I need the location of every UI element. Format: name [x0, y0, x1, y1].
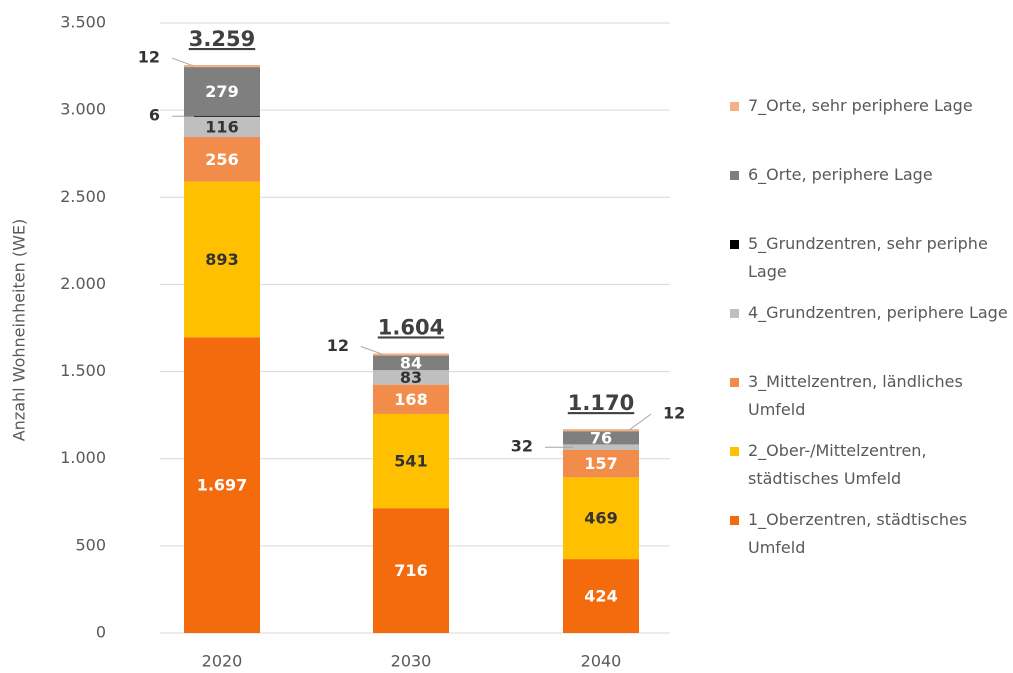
bar-segment: [184, 65, 260, 68]
legend: 7_Orte, sehr periphere Lage 6_Orte, perip…: [728, 92, 1008, 575]
legend-item: 4_Grundzentren, periphere Lage: [728, 299, 1008, 368]
data-label: 76: [590, 428, 612, 447]
bar-segment: [184, 116, 260, 137]
y-axis-title: Anzahl Wohneinheiten (WE): [10, 219, 29, 442]
bar-segment: [373, 370, 449, 385]
y-tick-label: 3.000: [60, 100, 106, 119]
legend-swatch: [730, 240, 739, 249]
bar-segment: [184, 337, 260, 633]
bar-segment: [373, 413, 449, 509]
data-label: 1.697: [197, 476, 248, 495]
legend-item: 6_Orte, periphere Lage: [728, 161, 1008, 230]
data-label: 84: [400, 353, 422, 372]
data-label: 83: [400, 368, 422, 387]
y-tick-label: 3.500: [60, 13, 106, 32]
y-tick-label: 2.000: [60, 274, 106, 293]
data-label: 716: [394, 561, 427, 580]
legend-item: 5_Grundzentren, sehr periphe Lage: [728, 230, 1008, 299]
legend-label: 2_Ober-/Mittelzentren, städtisches Umfel…: [748, 441, 927, 488]
legend-swatch: [730, 516, 739, 525]
y-tick-label: 0: [96, 623, 106, 642]
data-label: 12: [138, 48, 160, 67]
total-label: 3.259: [189, 27, 255, 51]
legend-item: 2_Ober-/Mittelzentren, städtisches Umfel…: [728, 437, 1008, 506]
legend-swatch: [730, 102, 739, 111]
leader-line: [360, 346, 384, 355]
data-label: 279: [205, 82, 238, 101]
y-tick-label: 500: [75, 535, 106, 554]
data-label: 6: [149, 106, 160, 125]
bar-segment: [373, 355, 449, 371]
data-label: 893: [205, 250, 238, 269]
total-label: 1.170: [568, 391, 634, 415]
bar-segment: [563, 429, 639, 432]
bar-segment: [373, 508, 449, 633]
legend-swatch: [730, 171, 739, 180]
y-tick-label: 1.000: [60, 448, 106, 467]
bar-segment: [563, 431, 639, 445]
bar-segment: [184, 67, 260, 116]
bar-segment: [563, 450, 639, 478]
legend-label: 4_Grundzentren, periphere Lage: [748, 303, 1008, 322]
x-tick-label: 2020: [202, 652, 243, 671]
data-label: 168: [394, 390, 427, 409]
data-label: 424: [584, 587, 617, 606]
data-label: 157: [584, 454, 617, 473]
legend-item: 3_Mittelzentren, ländliches Umfeld: [728, 368, 1008, 437]
data-label: 116: [205, 117, 238, 136]
bar-segment: [184, 115, 260, 117]
bar-segment: [184, 181, 260, 338]
x-tick-label: 2040: [581, 652, 622, 671]
data-label: 541: [394, 452, 427, 471]
data-label: 256: [205, 150, 238, 169]
legend-label: 3_Mittelzentren, ländliches Umfeld: [748, 372, 963, 419]
legend-swatch: [730, 309, 739, 318]
plot: Anzahl Wohneinheiten (WE) 0 500 1.000 1.500…: [10, 13, 686, 671]
total-label: 1.604: [378, 315, 444, 339]
legend-swatch: [730, 447, 739, 456]
legend-swatch: [730, 378, 739, 387]
legend-label: 7_Orte, sehr periphere Lage: [748, 96, 973, 115]
y-tick-label: 1.500: [60, 361, 106, 380]
data-label: 32: [511, 437, 533, 456]
bar-segment: [563, 559, 639, 633]
x-tick-label: 2030: [391, 652, 432, 671]
legend-item: 1_Oberzentren, städtisches Umfeld: [728, 506, 1008, 575]
leader-line: [628, 413, 652, 431]
data-label: 12: [327, 336, 349, 355]
legend-label: 5_Grundzentren, sehr periphe Lage: [748, 234, 988, 281]
bar-segment: [373, 384, 449, 414]
bar-segment: [184, 136, 260, 182]
bar-segment: [563, 444, 639, 450]
legend-item: 7_Orte, sehr periphere Lage: [728, 92, 1008, 161]
y-tick-label: 2.500: [60, 187, 106, 206]
legend-label: 1_Oberzentren, städtisches Umfeld: [748, 510, 968, 557]
leader-line: [171, 57, 195, 67]
bar-segment: [373, 353, 449, 356]
data-label: 469: [584, 509, 617, 528]
bar-segment: [563, 477, 639, 560]
legend-label: 6_Orte, periphere Lage: [748, 165, 933, 184]
data-label: 12: [663, 404, 685, 423]
